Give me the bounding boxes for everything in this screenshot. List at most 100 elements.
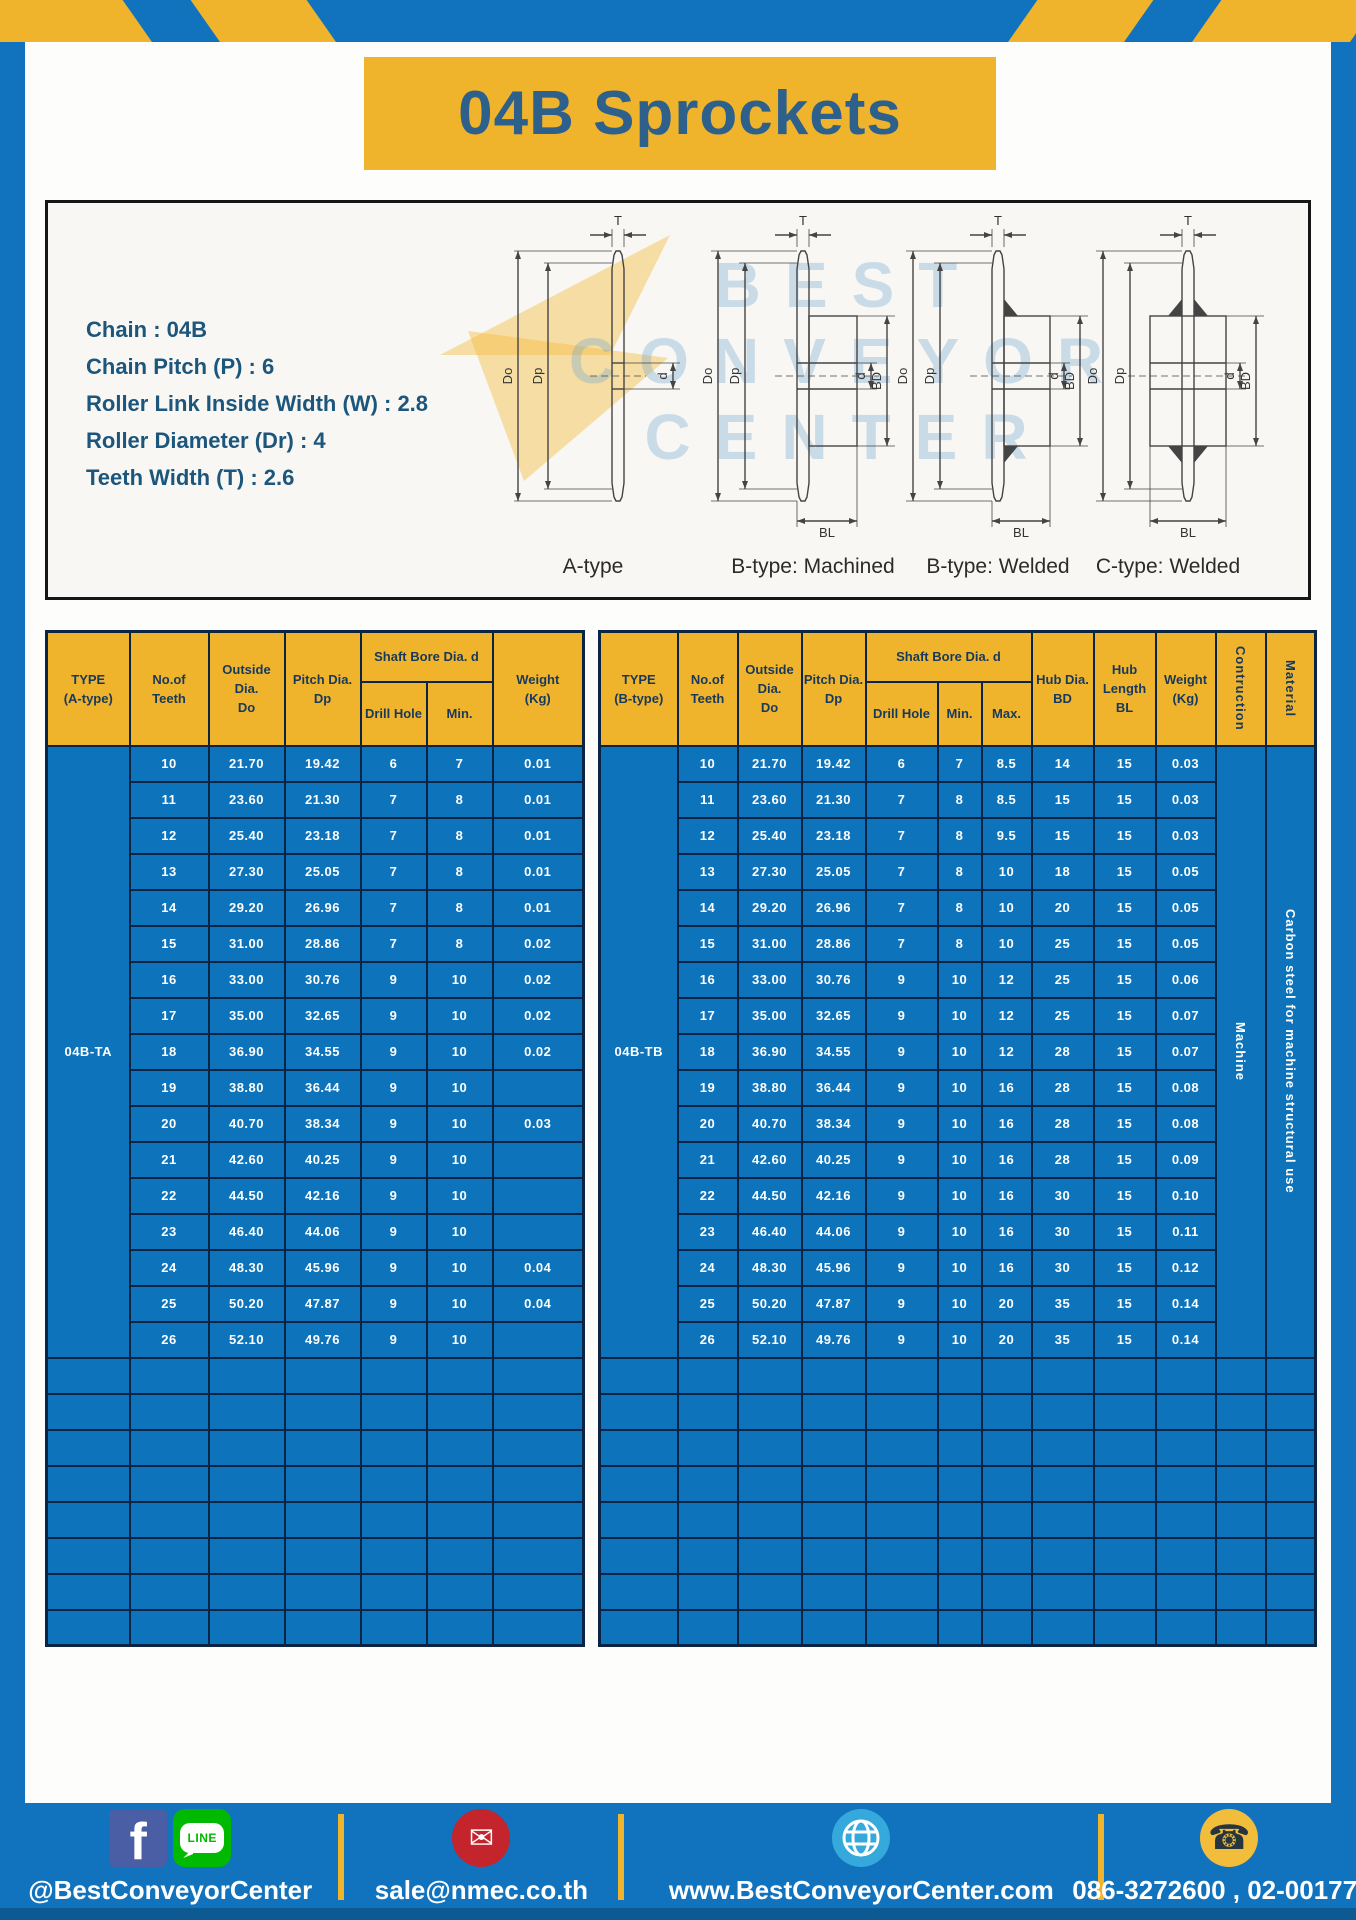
data-row: 19 38.80 36.44 9 10 [47,1068,585,1107]
empty-cell [1092,1536,1157,1575]
svg-text:T: T [799,213,807,228]
table-cell [491,1320,585,1359]
table-cell: 10 [425,1212,494,1251]
shaft-bore-group-header: Shaft Bore Dia. d [864,630,1033,683]
empty-cell [283,1392,362,1431]
empty-cell [207,1392,286,1431]
table-cell: 30.76 [800,960,867,999]
table-cell: 10 [425,1104,494,1143]
empty-cell [736,1392,803,1431]
empty-cell [1092,1392,1157,1431]
table-cell: 15 [1092,924,1157,963]
footer-icons: ✉ [452,1807,511,1869]
footer-item: f LINE @BestConveyorCenter [14,1807,326,1906]
table-cell: 12 [128,816,210,855]
table-cell: 7 [864,888,939,927]
svg-text:Do: Do [1085,368,1100,385]
data-row: 21 42.60 40.25 9 10 16 28 15 0.09 [600,1140,1316,1179]
empty-cell [1154,1608,1217,1647]
table-cell: 22 [128,1176,210,1215]
table-cell [491,1212,585,1251]
table-cell: 46.40 [207,1212,286,1251]
table-cell: 0.10 [1154,1176,1217,1215]
table-cell: 9 [359,1320,428,1359]
svg-text:Dp: Dp [1112,368,1127,385]
footer-bottom-strip [0,1908,1356,1920]
table-cell: 10 [425,1248,494,1287]
footer-contact-text: www.BestConveyorCenter.com [668,1875,1054,1905]
table-cell: 15 [1092,1212,1157,1251]
table-cell: 28.86 [800,924,867,963]
outside-dia-header: Outside Dia. Do [207,630,286,747]
table-cell: 14 [128,888,210,927]
table-cell: 20 [980,1284,1033,1323]
empty-cell [283,1572,362,1611]
data-row: 24 48.30 45.96 9 10 0.04 [47,1248,585,1287]
table-cell: 18 [128,1032,210,1071]
empty-cell [800,1428,867,1467]
table-cell: 10 [936,1212,983,1251]
svg-text:d: d [655,372,670,379]
type-value-cell: 04B-TB [598,744,679,1359]
table-cell: 10 [936,1068,983,1107]
table-cell: 10 [425,1320,494,1359]
empty-cell [45,1500,131,1539]
globe-icon [832,1809,891,1867]
empty-row [45,1356,585,1395]
hub-dia-header: Hub Dia. BD [1030,630,1095,747]
table-cell: 9 [359,960,428,999]
table-cell: 42.60 [207,1140,286,1179]
empty-row [598,1572,1317,1611]
footer-item: ☎ 086-3272600 , 02-0017766 [1072,1807,1356,1906]
table-cell: 38.80 [207,1068,286,1107]
min-header: Min. [425,680,494,747]
empty-row [598,1428,1317,1467]
table-cell: 0.01 [491,816,585,855]
empty-cell [980,1608,1033,1647]
table-cell: 0.14 [1154,1320,1217,1359]
data-row: 22 44.50 42.16 9 10 16 30 15 0.10 [600,1176,1316,1215]
table-cell: 35.00 [207,996,286,1035]
empty-cell [800,1536,867,1575]
table-cell: 15 [1092,816,1157,855]
footer-item: ✉ sale@nmec.co.th [356,1807,606,1906]
table-cell: 33.00 [207,960,286,999]
table-cell: 9 [864,996,939,1035]
empty-cell [1154,1500,1217,1539]
data-row: 26 52.10 49.76 9 10 [47,1320,585,1359]
table-cell: 28.86 [283,924,362,963]
empty-cell [207,1356,286,1395]
empty-cell [128,1392,210,1431]
empty-cell [676,1536,739,1575]
empty-cell [736,1608,803,1647]
table-cell: 21.70 [207,744,286,783]
spec-line: Roller Diameter (Dr) : 4 [86,428,326,453]
watermark-line: CONVEYOR [568,325,1128,397]
table-cell: 10 [936,1104,983,1143]
table-cell: 23.60 [736,780,803,819]
table-cell: 25 [676,1284,739,1323]
empty-cell [359,1608,428,1647]
empty-cell [1092,1500,1157,1539]
table-cell: 14 [1030,744,1095,783]
empty-cell [1264,1500,1317,1539]
empty-cell [283,1536,362,1575]
page-sheet: 04B Sprockets BEST CONVEYOR CENTER Chain… [25,42,1331,1803]
table-cell: 18 [676,1032,739,1071]
shaft-bore-group-header: Shaft Bore Dia. d [359,630,494,683]
table-cell: 9 [359,1212,428,1251]
table-cell: 13 [128,852,210,891]
table-cell: 36.44 [283,1068,362,1107]
table-cell [491,1140,585,1179]
empty-cell [425,1500,494,1539]
table-cell: 49.76 [800,1320,867,1359]
variant-label-b-welded: B-type: Welded [926,555,1070,578]
svg-text:BL: BL [1013,525,1029,540]
table-cell [491,1068,585,1107]
empty-cell [207,1500,286,1539]
table-cell: 20 [128,1104,210,1143]
svg-text:Do: Do [500,368,515,385]
table-cell: 0.07 [1154,996,1217,1035]
svg-text:BD: BD [1238,372,1253,390]
empty-cell [491,1572,585,1611]
